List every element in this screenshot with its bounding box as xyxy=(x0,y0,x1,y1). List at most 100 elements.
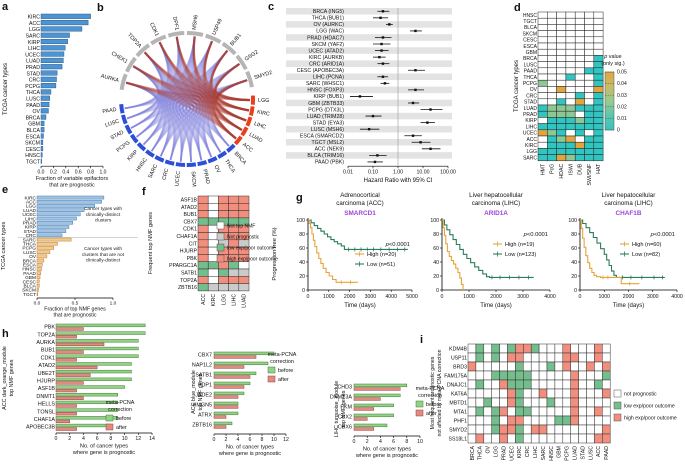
arc-segment xyxy=(186,31,204,37)
cell xyxy=(584,104,595,112)
cell xyxy=(593,79,604,87)
svg-text:ACC: ACC xyxy=(596,446,602,457)
svg-text:PBK: PBK xyxy=(44,325,55,331)
svg-text:0.6: 0.6 xyxy=(75,170,82,176)
svg-text:ARID1A: ARID1A xyxy=(484,210,508,217)
cell xyxy=(537,92,548,100)
cell xyxy=(594,343,603,354)
cell xyxy=(530,370,540,381)
hr-point xyxy=(414,69,417,72)
legend-swatch xyxy=(216,221,225,230)
svg-text:Time (days): Time (days) xyxy=(480,303,511,309)
svg-text:USP11: USP11 xyxy=(451,355,467,361)
cell xyxy=(578,424,587,435)
svg-text:STAD: STAD xyxy=(24,229,37,235)
cell xyxy=(547,11,557,19)
cell xyxy=(584,154,595,162)
cell xyxy=(499,352,508,363)
cell xyxy=(537,135,548,143)
cell xyxy=(594,433,603,444)
cell xyxy=(207,210,219,219)
svg-text:0.0: 0.0 xyxy=(34,301,41,307)
cell xyxy=(584,30,595,38)
bar-after xyxy=(213,415,227,419)
hr-point xyxy=(388,23,391,26)
svg-text:SKCM: SKCM xyxy=(190,171,197,187)
km-curve-low xyxy=(308,219,408,250)
legend-swatch xyxy=(415,400,424,408)
cell xyxy=(578,343,587,354)
cell xyxy=(547,141,557,149)
cell xyxy=(537,36,548,44)
cell xyxy=(228,283,240,292)
cell xyxy=(547,135,557,143)
bar xyxy=(36,237,72,242)
panel-b-chord-diagram: AURKA CHEK1 TOP2A CDK1 DPF1 MSH6 USP49 BUB1 GSG2… xyxy=(95,0,280,196)
svg-text:1.0: 1.0 xyxy=(100,170,107,176)
svg-text:2: 2 xyxy=(366,439,369,445)
cell xyxy=(475,379,485,390)
svg-text:BRCA: BRCA xyxy=(523,56,538,62)
cell xyxy=(547,42,557,50)
cell xyxy=(584,55,595,62)
cell xyxy=(570,370,579,381)
cell xyxy=(584,79,595,87)
nmf-heatmap-svg: ASF1BATAD2BUB1CBX7CDK1CHAF1ACITHJURPPBKP… xyxy=(148,195,278,308)
svg-text:SARC (WHSC1): SARC (WHSC1) xyxy=(306,81,344,87)
cell xyxy=(556,17,567,25)
arc-segment xyxy=(150,34,167,46)
svg-text:100: 100 xyxy=(296,218,305,224)
bar xyxy=(40,139,44,145)
cell xyxy=(538,424,548,435)
arc-segment xyxy=(226,143,236,153)
svg-text:20: 20 xyxy=(299,274,305,280)
svg-text:after: after xyxy=(426,411,437,417)
legend-swatch xyxy=(216,243,225,252)
cell xyxy=(218,276,229,284)
svg-text:0: 0 xyxy=(302,288,305,294)
svg-text:CHAF1A: CHAF1A xyxy=(177,234,198,240)
panel-label-d: d xyxy=(514,2,521,14)
cell xyxy=(218,195,229,204)
cell xyxy=(554,379,564,390)
cell xyxy=(565,123,576,131)
svg-text:correction: correction xyxy=(270,359,294,365)
legend-swatch xyxy=(105,423,114,431)
cell xyxy=(207,261,219,270)
svg-text:High (n=20): High (n=20) xyxy=(367,252,397,258)
svg-text:6: 6 xyxy=(96,436,99,442)
svg-text:SATB1: SATB1 xyxy=(181,270,197,276)
cell xyxy=(507,388,516,399)
cell xyxy=(547,129,557,137)
bar xyxy=(40,95,50,101)
svg-text:top NMF genes: top NMF genes xyxy=(341,390,347,427)
svg-text:PRAD: PRAD xyxy=(23,221,37,227)
cell xyxy=(565,135,576,143)
bar xyxy=(40,45,66,51)
cell xyxy=(491,433,500,444)
svg-text:0.4: 0.4 xyxy=(62,170,69,176)
cell xyxy=(574,92,585,100)
svg-text:ATAD2: ATAD2 xyxy=(38,363,55,369)
cell xyxy=(570,352,579,363)
bar-before xyxy=(213,351,275,356)
cell xyxy=(218,268,229,277)
cell xyxy=(574,11,585,19)
hr-point xyxy=(411,134,415,137)
svg-text:DPF1: DPF1 xyxy=(171,16,179,31)
cell xyxy=(507,379,516,390)
arc-segment xyxy=(119,103,125,114)
cell xyxy=(565,55,576,62)
cell xyxy=(530,379,540,390)
svg-text:UCEC: UCEC xyxy=(509,446,515,461)
svg-text:TOP2A: TOP2A xyxy=(126,32,143,49)
cell xyxy=(586,379,595,390)
cell xyxy=(565,48,576,56)
cell xyxy=(574,42,585,50)
cell xyxy=(537,61,548,69)
cell xyxy=(554,424,564,435)
bar-after xyxy=(55,327,84,331)
svg-text:meta-PCNA: meta-PCNA xyxy=(106,400,135,406)
cell xyxy=(197,283,209,292)
panel-h-dark-orange-module-bars: PBK TOP2A AURKA BUB1 CDK1 ATAD2 UBE2T HJURP ASF1… xyxy=(0,316,162,475)
